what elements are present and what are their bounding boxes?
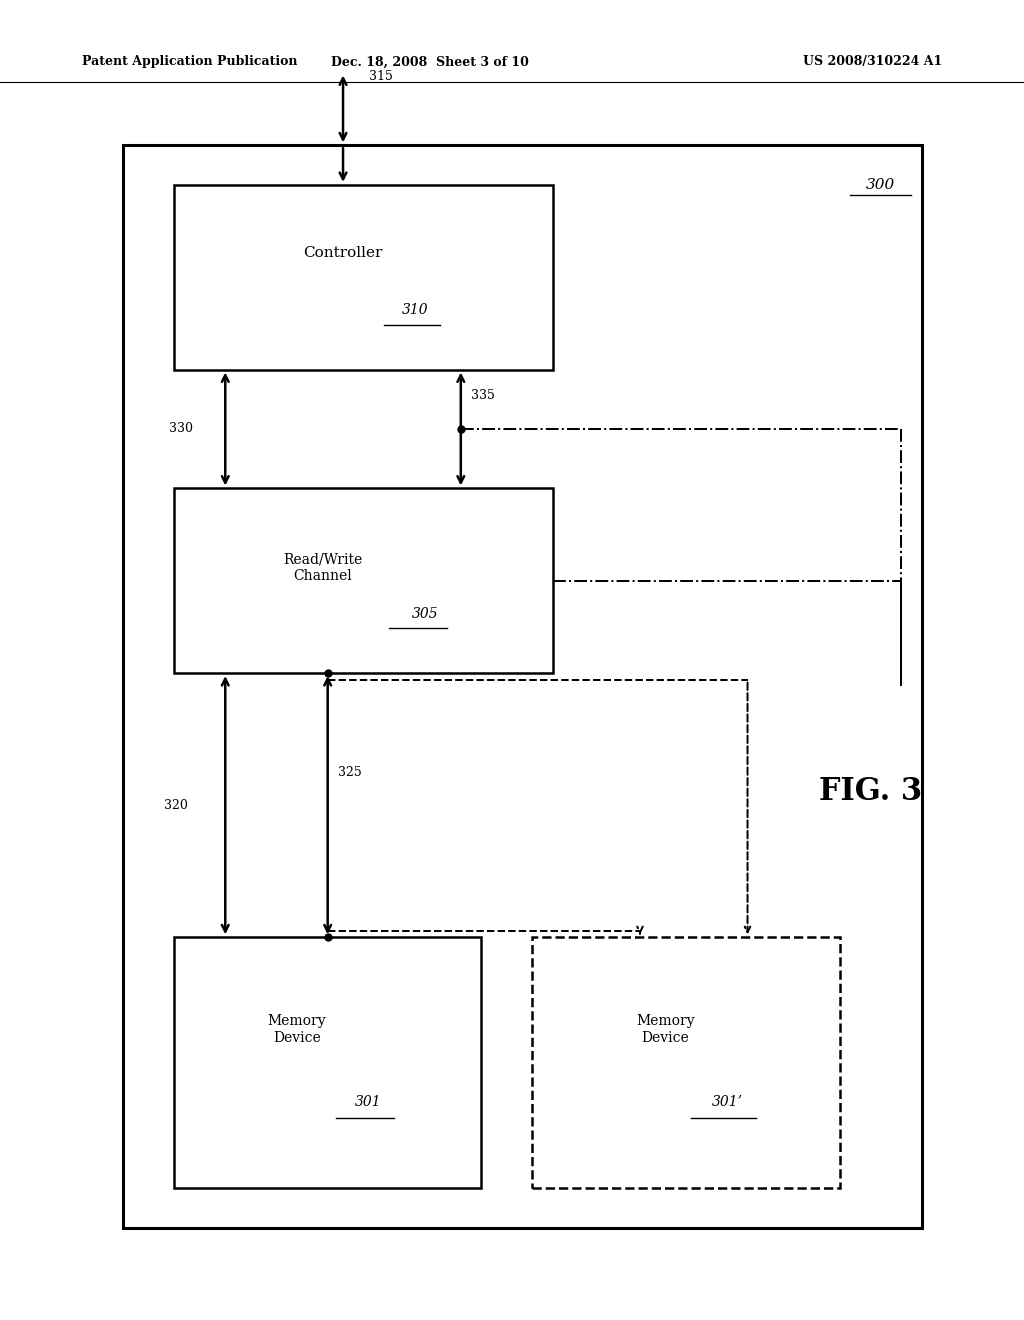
Text: Read/Write
Channel: Read/Write Channel [283, 553, 362, 582]
Text: Memory
Device: Memory Device [267, 1015, 327, 1044]
Bar [174, 937, 481, 1188]
Text: 315: 315 [369, 70, 392, 83]
Text: Dec. 18, 2008  Sheet 3 of 10: Dec. 18, 2008 Sheet 3 of 10 [331, 55, 529, 69]
Text: 305: 305 [412, 607, 438, 620]
Text: 310: 310 [401, 304, 428, 317]
Bar [532, 937, 840, 1188]
Text: Controller: Controller [303, 247, 383, 260]
Text: 301: 301 [355, 1096, 382, 1109]
Text: Memory
Device: Memory Device [636, 1015, 695, 1044]
Text: 300: 300 [866, 178, 895, 191]
Bar [174, 185, 553, 370]
Bar [174, 488, 553, 673]
Text: FIG. 3: FIG. 3 [819, 776, 923, 808]
Text: 335: 335 [471, 389, 495, 403]
Text: 320: 320 [164, 799, 187, 812]
Bar [123, 145, 922, 1228]
Text: 301’: 301’ [712, 1096, 742, 1109]
Text: US 2008/310224 A1: US 2008/310224 A1 [803, 55, 942, 69]
Text: Patent Application Publication: Patent Application Publication [82, 55, 297, 69]
Text: 325: 325 [338, 766, 361, 779]
Text: 330: 330 [169, 422, 193, 436]
